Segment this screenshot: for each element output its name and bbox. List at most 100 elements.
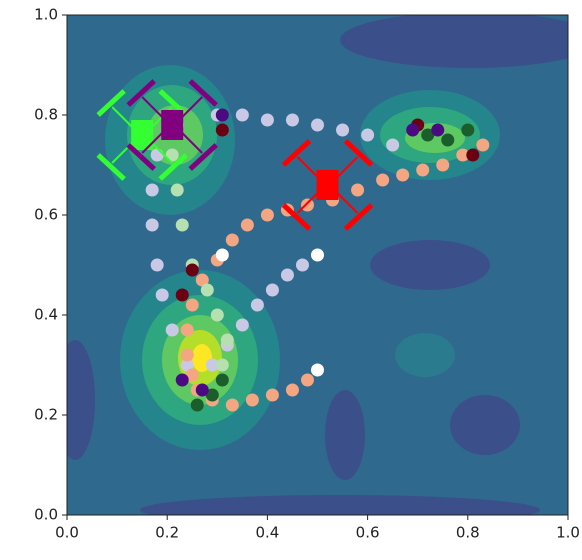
point — [285, 383, 299, 397]
point — [195, 273, 209, 287]
drone-rotor — [96, 89, 126, 117]
point — [265, 283, 279, 297]
drone-body — [161, 110, 184, 140]
point — [200, 283, 214, 297]
y-tick-label: 0.8 — [34, 106, 58, 124]
drone-rotor — [158, 153, 188, 181]
point — [336, 123, 350, 137]
point — [406, 123, 420, 137]
point — [260, 113, 274, 127]
point — [225, 233, 239, 247]
point — [245, 393, 259, 407]
point — [145, 183, 159, 197]
point — [225, 398, 239, 412]
point — [240, 218, 254, 232]
drone — [281, 139, 374, 231]
x-tick-label: 0.4 — [255, 524, 279, 542]
drone-rotor — [281, 139, 312, 167]
x-tick-label: 0.6 — [356, 524, 380, 542]
point — [311, 363, 324, 377]
point — [170, 183, 184, 197]
point — [235, 108, 249, 122]
drone-arm — [111, 106, 133, 128]
y-tick-label: 0.4 — [34, 306, 58, 324]
point — [376, 173, 390, 187]
drone-rotor — [126, 143, 156, 171]
point — [175, 288, 189, 302]
point — [396, 168, 410, 182]
point — [361, 128, 375, 142]
point — [150, 258, 164, 272]
point — [386, 138, 400, 152]
x-tick-label: 0.2 — [155, 524, 179, 542]
point — [180, 348, 194, 362]
point — [150, 148, 164, 162]
drone-rotor — [96, 153, 126, 181]
contour-background — [67, 15, 568, 515]
drone-arm — [151, 142, 173, 164]
point — [220, 333, 234, 347]
drone-rotor — [188, 79, 218, 107]
point — [180, 358, 194, 372]
point — [215, 373, 229, 387]
drone — [126, 79, 218, 171]
point — [175, 218, 189, 232]
marks — [96, 79, 490, 412]
point — [155, 288, 169, 302]
point — [421, 128, 435, 142]
point — [311, 248, 324, 262]
point — [190, 398, 204, 412]
point — [180, 323, 194, 337]
point — [165, 323, 179, 337]
point — [431, 123, 445, 137]
point — [441, 133, 455, 147]
y-tick-label: 0.0 — [34, 506, 58, 524]
point — [235, 318, 249, 332]
drone-arm — [296, 192, 319, 214]
point — [165, 148, 179, 162]
drone-arm — [141, 96, 163, 118]
point — [205, 358, 219, 372]
point — [311, 118, 324, 132]
point — [215, 108, 229, 122]
drone-arm — [181, 132, 203, 154]
point — [461, 123, 475, 137]
y-tick-label: 1.0 — [34, 6, 58, 24]
point — [215, 358, 229, 372]
point — [300, 373, 314, 387]
drone-rotor — [343, 139, 374, 167]
point — [185, 263, 199, 277]
point — [215, 248, 229, 262]
point — [351, 183, 365, 197]
point — [250, 298, 264, 312]
point — [205, 388, 219, 402]
drone-body — [131, 120, 154, 150]
point — [145, 218, 159, 232]
point — [265, 388, 279, 402]
point — [175, 373, 189, 387]
point — [185, 368, 199, 382]
point — [280, 268, 294, 282]
point — [210, 308, 224, 322]
drone-rotor — [126, 79, 156, 107]
drone-body — [316, 170, 339, 200]
point — [215, 123, 229, 137]
y-tick-label: 0.2 — [34, 406, 58, 424]
drone-rotor — [343, 203, 374, 231]
x-tick-label: 0.8 — [456, 524, 480, 542]
point — [456, 148, 470, 162]
x-tick-label: 1.0 — [556, 524, 580, 542]
point — [300, 198, 314, 212]
point — [466, 148, 480, 162]
point — [185, 298, 199, 312]
point — [436, 158, 450, 172]
drone-rotor — [281, 203, 312, 231]
drone-arm — [336, 156, 359, 178]
drone-arm — [141, 132, 163, 154]
plot-frame — [66, 14, 569, 516]
point — [476, 138, 490, 152]
drone-arm — [336, 192, 359, 214]
point — [285, 113, 299, 127]
